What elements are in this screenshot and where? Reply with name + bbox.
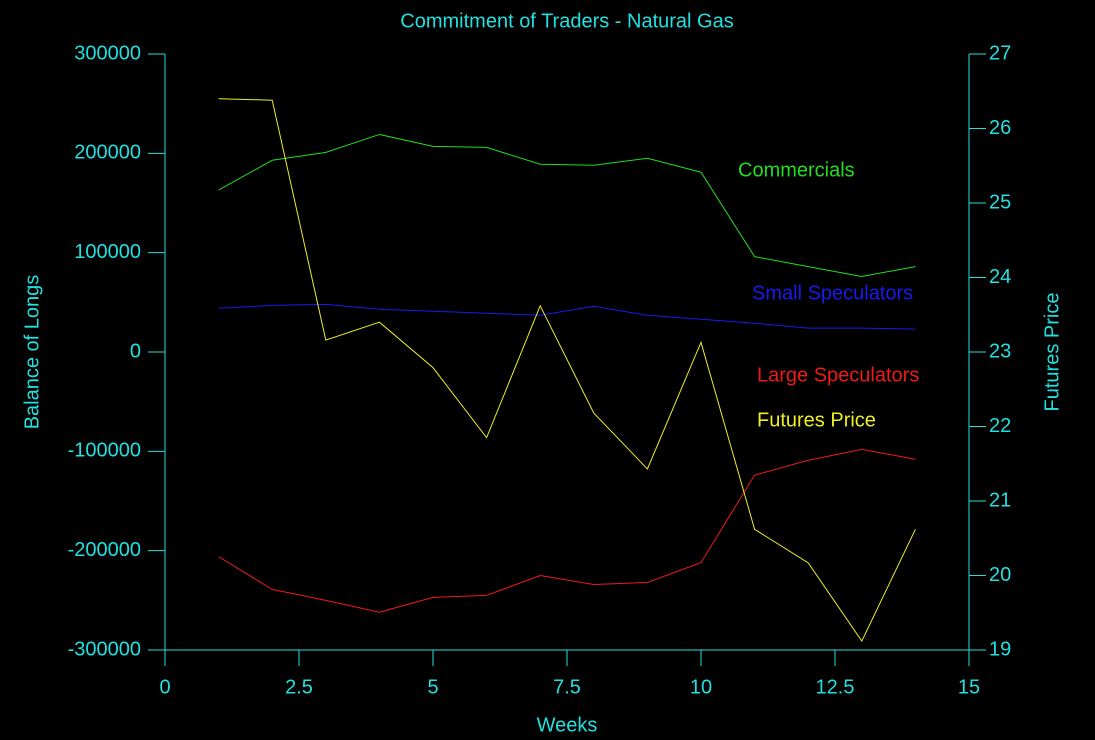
y-tick-label: 100000 <box>74 241 141 263</box>
legend-label: Futures Price <box>757 409 876 431</box>
y2-tick-label: 27 <box>989 42 1011 64</box>
y2-tick-label: 20 <box>989 564 1011 586</box>
y-tick-label: -100000 <box>68 440 141 462</box>
x-tick-label: 12.5 <box>816 676 855 698</box>
series-line <box>218 448 916 613</box>
series-line <box>218 98 916 643</box>
y-tick-label: -300000 <box>68 638 141 660</box>
x-tick-label: 2.5 <box>285 676 313 698</box>
x-tick-label: 0 <box>159 676 170 698</box>
y-tick-label: 0 <box>130 340 141 362</box>
series-line <box>218 133 916 278</box>
x-tick-label: 10 <box>690 676 712 698</box>
y2-tick-label: 19 <box>989 638 1011 660</box>
y2-tick-label: 24 <box>989 266 1011 288</box>
chart-title: Commitment of Traders - Natural Gas <box>400 10 733 32</box>
x-axis-label: Weeks <box>537 714 598 736</box>
y2-tick-label: 26 <box>989 117 1011 139</box>
series-line <box>218 303 916 330</box>
y2-axis-label: Futures Price <box>1041 293 1063 412</box>
y-tick-label: -200000 <box>68 539 141 561</box>
y2-tick-label: 25 <box>989 191 1011 213</box>
y2-tick-label: 21 <box>989 489 1011 511</box>
x-tick-label: 5 <box>427 676 438 698</box>
y-tick-label: 200000 <box>74 142 141 164</box>
y-tick-label: 300000 <box>74 42 141 64</box>
legend-label: Small Speculators <box>752 282 913 304</box>
y2-tick-label: 23 <box>989 340 1011 362</box>
x-tick-label: 7.5 <box>553 676 581 698</box>
legend-label: Large Speculators <box>757 364 919 386</box>
y-axis-label: Balance of Longs <box>21 275 43 430</box>
legend-label: Commercials <box>738 159 855 181</box>
x-tick-label: 15 <box>958 676 980 698</box>
y2-tick-label: 22 <box>989 415 1011 437</box>
